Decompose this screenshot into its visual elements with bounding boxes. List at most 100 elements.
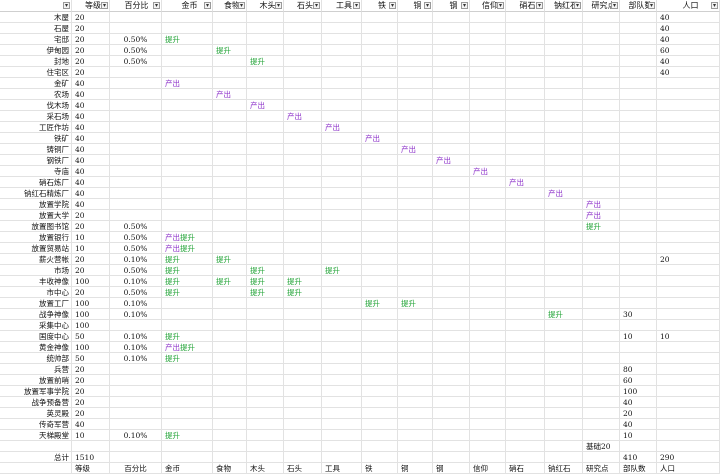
cell-level[interactable]: 20 — [72, 254, 110, 265]
cell-iron[interactable] — [362, 67, 398, 78]
cell-steel[interactable] — [433, 298, 470, 309]
cell-research[interactable]: 产出 — [583, 199, 620, 210]
cell-level[interactable]: 20 — [72, 265, 110, 276]
cell-copper[interactable] — [398, 331, 433, 342]
cell-troops[interactable] — [620, 45, 657, 56]
cell-copper[interactable] — [398, 265, 433, 276]
cell-steel[interactable] — [433, 122, 470, 133]
cell-name[interactable]: 统帅部 — [0, 353, 72, 364]
cell-name[interactable]: 封地 — [0, 56, 72, 67]
cell-food[interactable] — [213, 111, 247, 122]
cell-saltpeter[interactable]: 产出 — [506, 177, 545, 188]
cell-tools[interactable] — [322, 342, 362, 353]
cell-name[interactable]: 英灵殿 — [0, 408, 72, 419]
cell-population[interactable] — [657, 243, 720, 254]
cell-population[interactable]: 40 — [657, 34, 720, 45]
cell-copper[interactable] — [398, 133, 433, 144]
cell-tools[interactable] — [322, 287, 362, 298]
cell-level[interactable]: 40 — [72, 133, 110, 144]
cell-stone[interactable]: 产出 — [284, 111, 322, 122]
cell-tools[interactable] — [322, 188, 362, 199]
cell-sodium-redstone[interactable] — [545, 353, 583, 364]
cell-sodium-redstone[interactable] — [545, 331, 583, 342]
cell-population[interactable] — [657, 199, 720, 210]
cell-name[interactable]: 工匠作坊 — [0, 122, 72, 133]
cell-level[interactable]: 40 — [72, 419, 110, 430]
cell-gold[interactable] — [162, 122, 213, 133]
cell-faith[interactable] — [470, 45, 506, 56]
cell-sodium-redstone[interactable] — [545, 276, 583, 287]
cell-percent[interactable]: 0.50% — [110, 34, 162, 45]
cell-food[interactable] — [213, 221, 247, 232]
cell-troops[interactable]: 40 — [620, 397, 657, 408]
cell-food[interactable] — [213, 287, 247, 298]
cell-sodium-redstone[interactable] — [545, 67, 583, 78]
cell-saltpeter[interactable] — [506, 100, 545, 111]
cell-gold[interactable] — [162, 23, 213, 34]
cell-gold[interactable] — [162, 309, 213, 320]
cell-iron[interactable] — [362, 78, 398, 89]
cell-faith[interactable] — [470, 430, 506, 441]
cell-percent[interactable] — [110, 419, 162, 430]
cell-steel[interactable] — [433, 243, 470, 254]
cell-steel[interactable] — [433, 232, 470, 243]
cell-steel[interactable] — [433, 430, 470, 441]
cell-wood[interactable] — [247, 243, 284, 254]
cell-name[interactable]: 放置银行 — [0, 232, 72, 243]
cell-food[interactable] — [213, 397, 247, 408]
cell-gold[interactable]: 提升 — [162, 331, 213, 342]
cell-troops[interactable] — [620, 12, 657, 23]
cell-wood[interactable] — [247, 430, 284, 441]
cell-copper[interactable] — [398, 12, 433, 23]
cell-copper[interactable] — [398, 276, 433, 287]
cell-stone[interactable] — [284, 45, 322, 56]
cell-faith[interactable] — [470, 100, 506, 111]
cell-copper[interactable] — [398, 67, 433, 78]
cell-iron[interactable] — [362, 441, 398, 452]
cell-iron[interactable] — [362, 320, 398, 331]
cell-steel[interactable] — [433, 342, 470, 353]
cell-faith[interactable] — [470, 441, 506, 452]
cell-percent[interactable]: 0.10% — [110, 309, 162, 320]
cell-sodium-redstone[interactable] — [545, 199, 583, 210]
cell-percent[interactable]: 0.10% — [110, 342, 162, 353]
cell-food[interactable]: 提升 — [213, 254, 247, 265]
column-header-wood[interactable]: 木头 ▾ — [247, 0, 284, 12]
cell-wood[interactable] — [247, 320, 284, 331]
cell-population[interactable] — [657, 375, 720, 386]
cell-population[interactable] — [657, 111, 720, 122]
cell-copper[interactable]: 产出 — [398, 144, 433, 155]
cell-tools[interactable] — [322, 89, 362, 100]
cell-level[interactable]: 40 — [72, 144, 110, 155]
cell-level[interactable]: 20 — [72, 56, 110, 67]
cell-iron[interactable] — [362, 309, 398, 320]
cell-faith[interactable] — [470, 375, 506, 386]
cell-troops[interactable] — [620, 34, 657, 45]
cell-wood[interactable] — [247, 210, 284, 221]
cell-level[interactable]: 40 — [72, 155, 110, 166]
cell-population[interactable] — [657, 166, 720, 177]
cell-copper[interactable] — [398, 452, 433, 463]
filter-dropdown-icon[interactable]: ▾ — [461, 2, 468, 9]
cell-copper[interactable] — [398, 34, 433, 45]
cell-name[interactable]: 伐木场 — [0, 100, 72, 111]
cell-research[interactable] — [583, 133, 620, 144]
column-header-tools[interactable]: 工具 ▾ — [322, 0, 362, 12]
cell-population[interactable] — [657, 177, 720, 188]
cell-iron[interactable] — [362, 243, 398, 254]
cell-stone[interactable] — [284, 23, 322, 34]
cell-gold[interactable] — [162, 375, 213, 386]
cell-troops[interactable] — [620, 23, 657, 34]
cell-gold[interactable]: 提升 — [162, 430, 213, 441]
cell-research[interactable] — [583, 452, 620, 463]
cell-steel[interactable] — [433, 254, 470, 265]
cell-food[interactable]: 食物 — [213, 463, 247, 474]
cell-stone[interactable] — [284, 133, 322, 144]
column-header-iron[interactable]: 铁 ▾ — [362, 0, 398, 12]
cell-population[interactable] — [657, 342, 720, 353]
cell-research[interactable] — [583, 265, 620, 276]
cell-steel[interactable] — [433, 375, 470, 386]
cell-copper[interactable] — [398, 155, 433, 166]
cell-percent[interactable] — [110, 67, 162, 78]
filter-dropdown-icon[interactable]: ▾ — [275, 2, 282, 9]
